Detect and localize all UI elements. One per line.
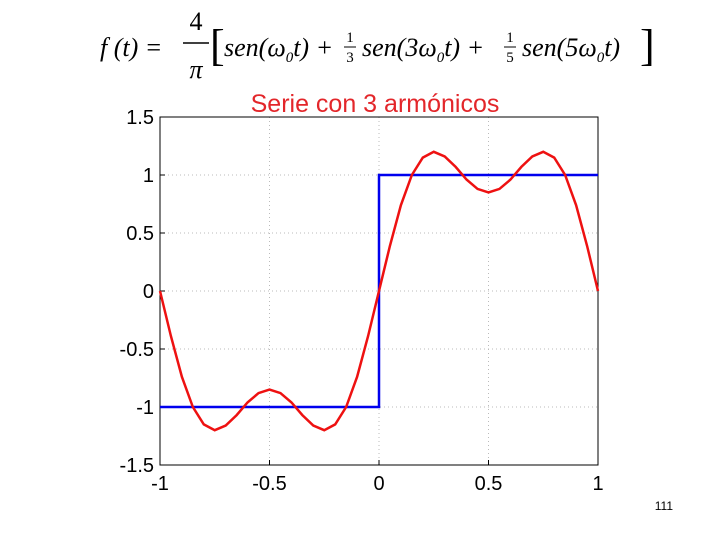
- formula-term: sen(3ω0t) +: [362, 33, 484, 66]
- term-sub: 0: [286, 50, 294, 66]
- x-tick-label: -1: [151, 473, 169, 495]
- coef-den: 3: [346, 50, 354, 66]
- term-sub: 0: [597, 50, 605, 66]
- y-tick-label: 0.5: [126, 223, 154, 245]
- y-tick-label: -1: [136, 397, 154, 419]
- coef-num: 1: [506, 30, 514, 46]
- series-line: [158, 150, 600, 432]
- y-tick-label: 1: [143, 165, 154, 187]
- page-number: 111: [655, 499, 674, 513]
- formula-bracket: [: [210, 21, 225, 70]
- chart-title: Serie con 3 armónicos: [251, 90, 500, 118]
- coef-den: 5: [506, 50, 514, 66]
- coef-num: 1: [346, 30, 354, 46]
- formula-denominator: π: [189, 55, 203, 84]
- term-text: sen(3ω: [362, 33, 437, 62]
- x-tick-label: -0.5: [252, 473, 286, 495]
- formula-term: sen(5ω0t): [522, 33, 620, 66]
- y-tick-label: 1.5: [126, 107, 154, 129]
- term-rest: t) +: [293, 33, 333, 62]
- formula-lhs: f (t) =: [100, 33, 162, 62]
- x-tick-label: 1: [592, 473, 603, 495]
- y-tick-label: -1.5: [120, 455, 154, 477]
- formula-term: sen(ω0t) +: [224, 33, 333, 66]
- x-tick-label: 0.5: [475, 473, 503, 495]
- formula-numerator: 4: [190, 7, 203, 36]
- term-rest: t) +: [444, 33, 484, 62]
- x-tick-label: 0: [373, 473, 384, 495]
- y-tick-label: -0.5: [120, 339, 154, 361]
- y-tick-label: 0: [143, 281, 154, 303]
- term-text: sen(ω: [224, 33, 286, 62]
- term-rest: t): [604, 33, 620, 62]
- term-sub: 0: [437, 50, 445, 66]
- formula-bracket: ]: [640, 21, 655, 70]
- term-text: sen(5ω: [522, 33, 597, 62]
